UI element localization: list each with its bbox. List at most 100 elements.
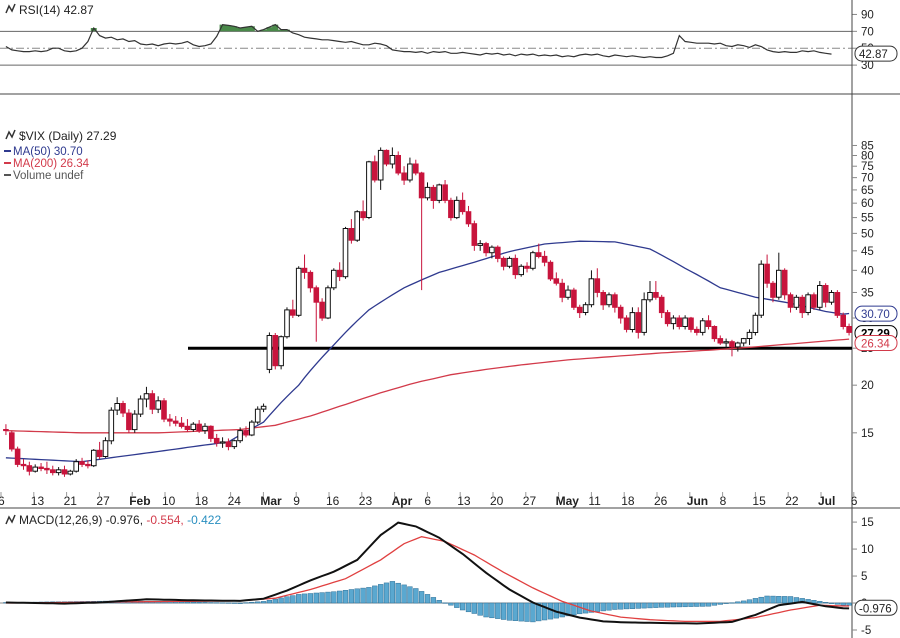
macd-hist-bar <box>214 602 220 604</box>
price-tick-20: 20 <box>861 380 874 392</box>
x-tick-11: 11 <box>588 494 601 508</box>
candle <box>811 294 817 308</box>
macd-hist-bar <box>465 602 472 613</box>
candle <box>407 163 413 181</box>
candle <box>658 296 665 314</box>
macd-hist-bar <box>196 602 202 604</box>
candle <box>61 469 68 475</box>
macd-hist-bar <box>307 593 314 604</box>
candle <box>834 292 841 316</box>
macd-hist-bar <box>483 602 489 618</box>
price-chart-icon <box>5 129 16 140</box>
candle <box>307 271 314 289</box>
candle <box>740 338 747 344</box>
macd-tick-5: 5 <box>861 571 867 583</box>
macd-hist-bar <box>559 602 565 618</box>
candle <box>623 317 630 330</box>
macd-hist-bar <box>424 594 431 604</box>
candle <box>676 317 683 327</box>
candle <box>167 418 173 422</box>
x-tick-Mar: Mar <box>260 494 282 508</box>
x-tick-10: 10 <box>162 494 176 508</box>
x-tick-6: 6 <box>424 494 431 508</box>
price-tick-45: 45 <box>861 246 874 258</box>
candle <box>243 430 249 436</box>
candle <box>799 296 806 314</box>
macd-hist-bar <box>594 602 600 612</box>
candle <box>79 461 85 465</box>
macd-hist-bar <box>518 602 524 622</box>
macd-hist-bar <box>629 602 636 609</box>
x-tick-15: 15 <box>752 494 766 508</box>
price-tick-35: 35 <box>861 287 874 299</box>
macd-hist-bar <box>512 602 518 621</box>
macd-hist-bar <box>729 602 735 604</box>
candle <box>325 287 331 319</box>
candle <box>805 294 811 313</box>
candle <box>729 341 735 348</box>
macd-hist-bar <box>817 601 823 604</box>
macd-hist-bar <box>225 602 232 604</box>
macd-hist-bar <box>372 585 378 604</box>
candle <box>424 186 431 199</box>
candle <box>723 341 729 344</box>
macd-hist-bar <box>454 602 460 608</box>
candle <box>635 312 642 333</box>
candle <box>594 278 601 293</box>
candle <box>512 257 519 276</box>
candle <box>249 421 255 436</box>
candle <box>272 335 279 367</box>
x-tick-16: 16 <box>326 494 340 508</box>
candle <box>190 423 197 431</box>
macd-hist-bar <box>448 602 454 606</box>
macd-hist-bar <box>782 596 788 604</box>
candle <box>711 326 718 340</box>
candle <box>764 263 770 284</box>
candle <box>735 342 741 348</box>
x-tick-24: 24 <box>228 494 242 508</box>
macd-hist-bar <box>202 602 208 604</box>
macd-hist-bar <box>530 602 536 623</box>
macd-hist-bar <box>255 601 261 604</box>
candle <box>770 282 776 298</box>
macd-hist-bar <box>401 584 407 604</box>
rsi-title-value: 42.87 <box>64 3 94 17</box>
candle <box>752 314 759 333</box>
candle <box>73 461 80 472</box>
candle <box>682 317 688 327</box>
rsi-tick-30: 30 <box>861 60 874 72</box>
candle <box>612 294 618 308</box>
macd-hist-bar <box>272 598 278 604</box>
macd-hist-bar <box>266 599 273 604</box>
macd-hist-bar <box>735 601 741 604</box>
macd-hist-bar <box>337 590 343 604</box>
candle <box>717 338 724 344</box>
macd-hist-bar <box>705 602 712 607</box>
macd-hist-bar <box>489 602 495 619</box>
rsi-chart-icon <box>5 3 16 14</box>
macd-hist-bar <box>260 601 267 604</box>
candle <box>530 252 536 269</box>
candle <box>641 299 647 333</box>
candle <box>266 335 273 370</box>
candle <box>471 223 478 246</box>
candle <box>670 317 677 325</box>
macd-hist-bar <box>612 602 618 610</box>
candle <box>290 309 296 316</box>
macd-hist-bar <box>659 602 665 608</box>
macd-hist-bar <box>676 602 682 608</box>
candle <box>301 267 308 273</box>
legend-item: MA(50) 30.70 <box>13 146 83 158</box>
candle <box>793 296 800 308</box>
candle <box>172 420 179 424</box>
x-tick-Jul: Jul <box>818 494 835 508</box>
candle <box>559 282 566 298</box>
candle <box>85 463 91 467</box>
macd-hist-bar <box>296 594 302 604</box>
macd-hist-bar <box>688 602 694 607</box>
macd-hist-bar <box>284 596 290 604</box>
price-tag-text: 26.34 <box>861 339 890 351</box>
x-tick-18: 18 <box>621 494 635 508</box>
candle <box>588 278 595 306</box>
macd-hist-bar <box>641 602 647 609</box>
